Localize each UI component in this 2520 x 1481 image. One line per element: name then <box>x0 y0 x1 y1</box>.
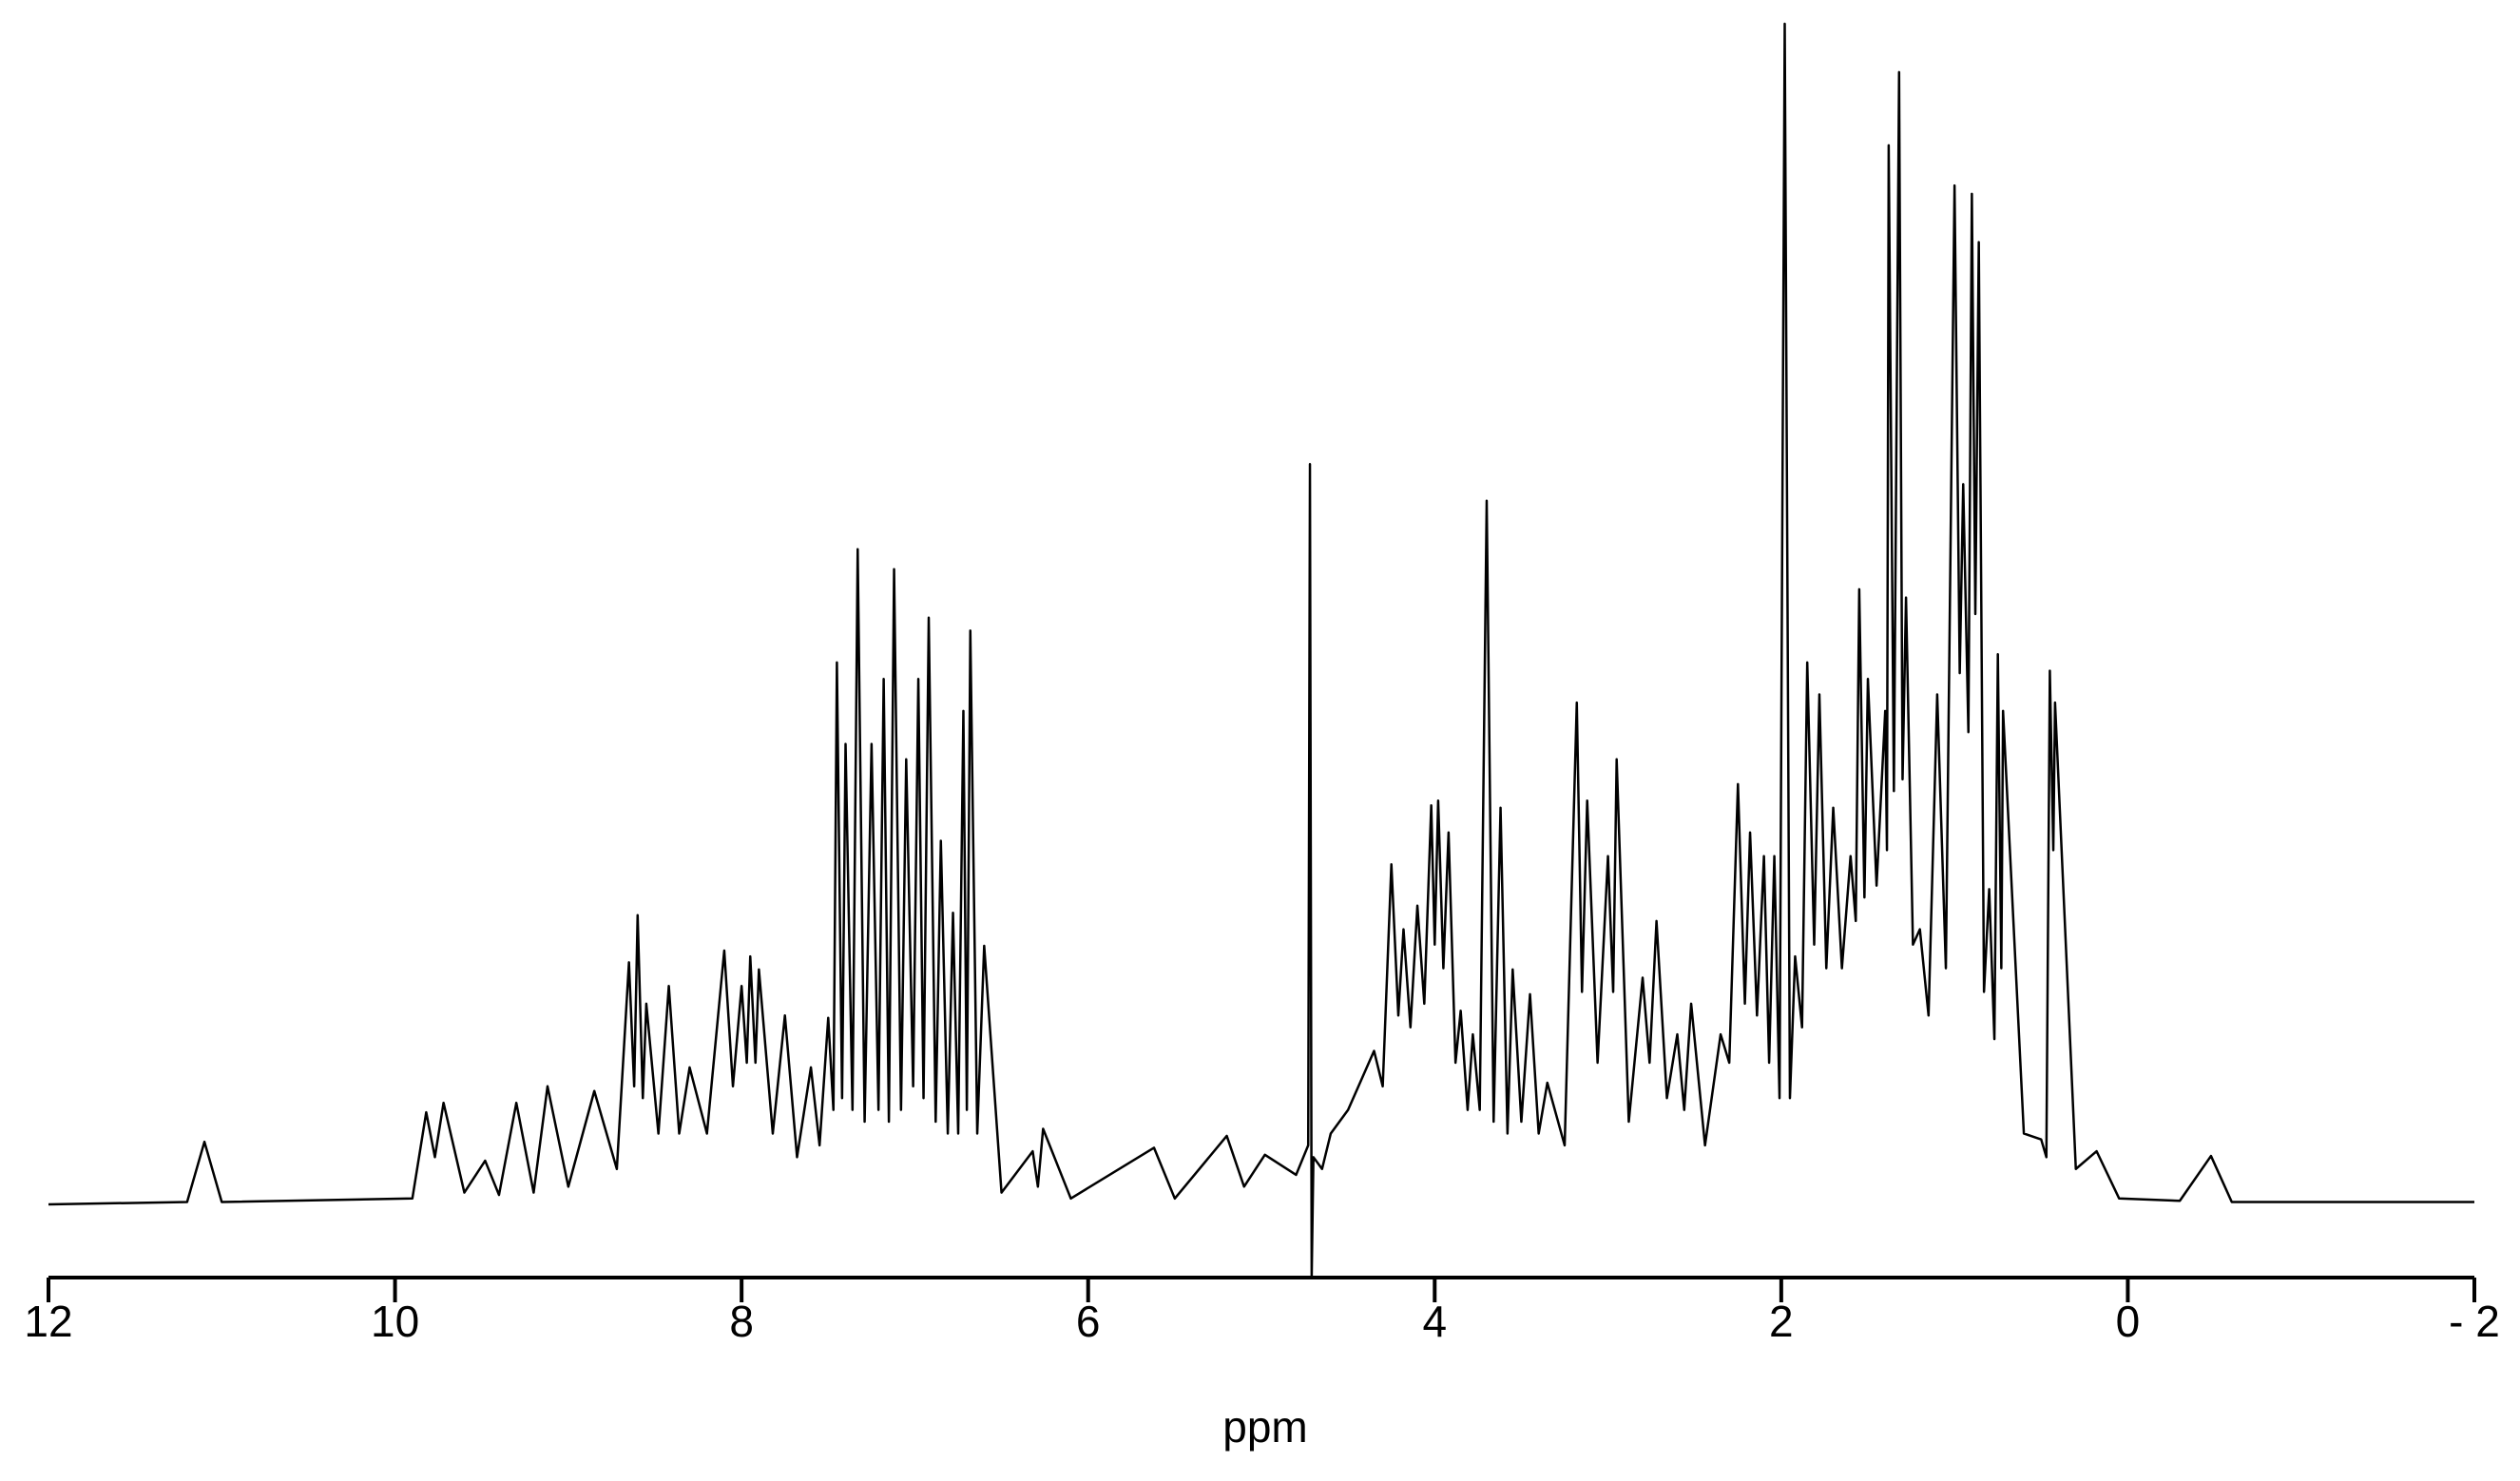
x-tick-label: 10 <box>371 1297 419 1346</box>
spectrum-line <box>48 22 2474 1279</box>
x-tick-label: 2 <box>1769 1297 1794 1346</box>
x-tick-label: 4 <box>1422 1297 1447 1346</box>
x-tick-label: 8 <box>729 1297 754 1346</box>
x-axis-label: ppm <box>1222 1402 1307 1452</box>
x-tick-label: 12 <box>24 1297 72 1346</box>
x-tick-label: 0 <box>2116 1297 2141 1346</box>
x-tick-label: - 2 <box>2449 1297 2500 1346</box>
x-tick-label: 6 <box>1076 1297 1101 1346</box>
